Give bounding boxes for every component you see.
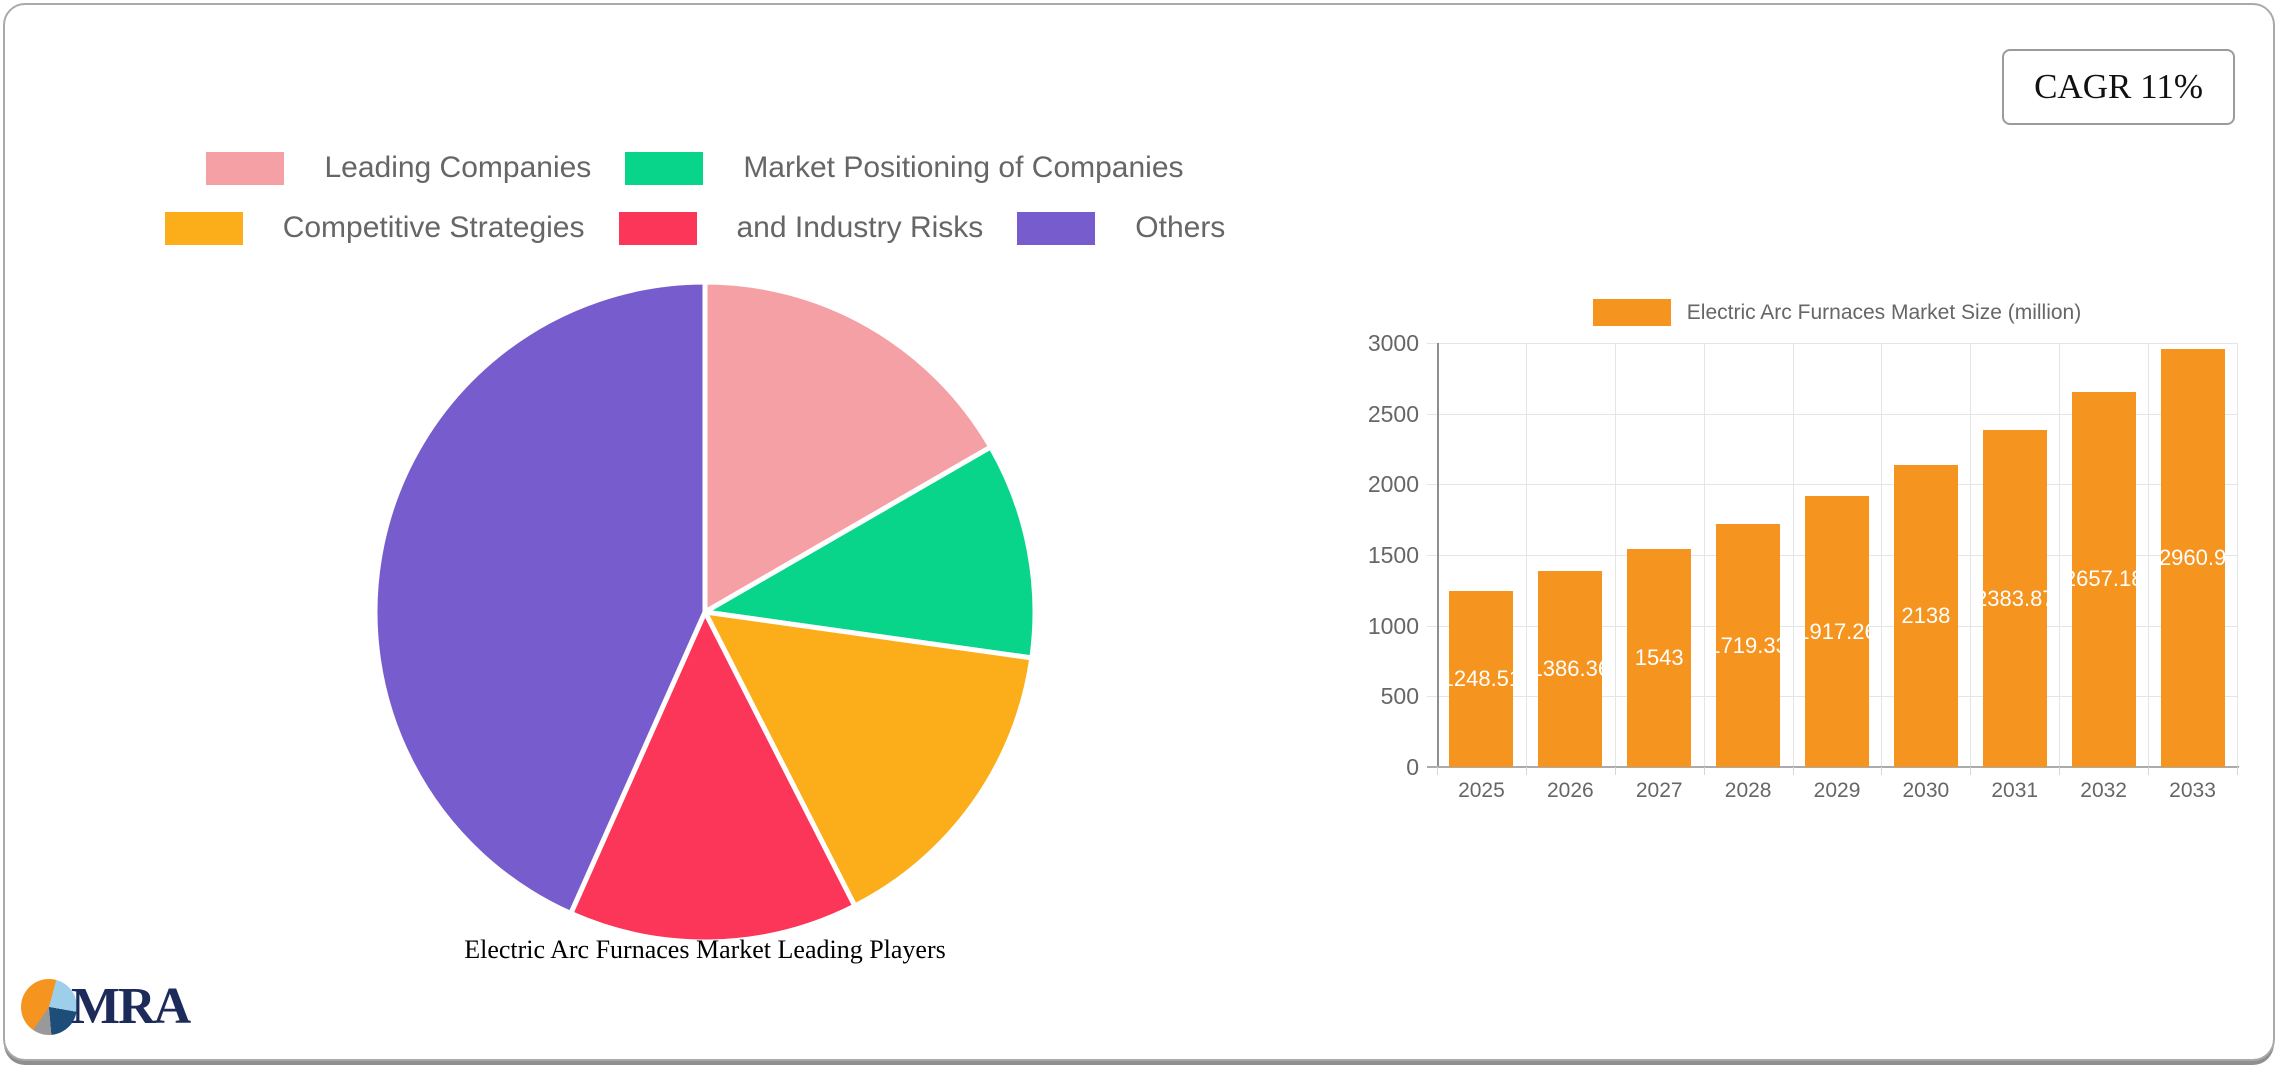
bar-value-label: 1248.51 <box>1449 665 1513 691</box>
bar: 1386.36 <box>1538 571 1603 767</box>
x-axis-tick-label: 2025 <box>1458 779 1505 802</box>
mra-logo-text: MRA <box>71 978 191 1035</box>
gridline-vertical <box>1525 343 1527 767</box>
bar-value-label: 1386.36 <box>1538 656 1602 682</box>
y-axis-tick-label: 3000 <box>1367 330 1419 356</box>
bar-value-label: 1719.33 <box>1716 632 1780 658</box>
pie-slice <box>700 608 1035 910</box>
bar: 1917.26 <box>1805 496 1869 767</box>
bar: 2960.9 <box>2160 348 2225 767</box>
x-axis-tick-mark <box>1703 767 1705 775</box>
pie-legend-item[interactable]: Competitive Strategies <box>164 211 585 245</box>
gridline-vertical <box>1614 343 1616 767</box>
mra-logo: MRA <box>21 978 191 1035</box>
bar-legend-item[interactable]: Electric Arc Furnaces Market Size (milli… <box>1437 299 2237 326</box>
bar: 2383.87 <box>1982 430 2047 767</box>
bar: 1543 <box>1627 548 1692 767</box>
pie-legend-label: Others <box>1135 211 1226 244</box>
pie-title: Electric Arc Furnaces Market Leading Pla… <box>464 935 946 964</box>
x-axis-tick-mark <box>1881 767 1883 775</box>
x-axis-tick-mark <box>1614 767 1616 775</box>
bar: 2657.18 <box>2071 391 2136 767</box>
bar-value-label: 2960.9 <box>2160 544 2225 570</box>
x-axis-tick-label: 2030 <box>1902 779 1950 802</box>
bar: 1719.33 <box>1716 524 1781 767</box>
bar-value-label: 2383.87 <box>1983 585 2047 611</box>
bar-value-label: 2657.18 <box>2072 566 2136 592</box>
gridline-vertical <box>2148 343 2150 767</box>
y-axis-tick-label: 2000 <box>1367 471 1419 498</box>
pie-legend-item[interactable]: Others <box>1017 211 1225 245</box>
cagr-badge: CAGR 11% <box>2002 49 2235 125</box>
x-axis-tick-label: 2032 <box>2080 779 2127 802</box>
y-axis-tick-label: 1000 <box>1367 612 1419 639</box>
gridline-vertical <box>1703 343 1705 767</box>
x-axis-tick-label: 2029 <box>1813 779 1861 802</box>
pie-legend-item[interactable]: and Industry Risks <box>618 211 984 245</box>
bar: 2138 <box>1893 464 1958 767</box>
bar: 1248.51 <box>1449 590 1514 767</box>
x-axis-tick-mark <box>1525 767 1527 775</box>
pie-slice <box>697 443 1038 661</box>
chart-card: Leading Companies Market Positioning of C… <box>3 3 2275 1061</box>
x-axis-tick-label: 2026 <box>1546 779 1594 802</box>
x-axis-tick-label: 2027 <box>1635 779 1683 802</box>
bar-legend-label: Electric Arc Furnaces Market Size (milli… <box>1686 300 2082 324</box>
pie-legend-row: Competitive Strategies and Industry Risks… <box>85 211 1305 245</box>
y-axis-tick-label: 2500 <box>1367 400 1419 427</box>
x-axis-tick-mark <box>2059 767 2061 775</box>
pie-legend: Leading Companies Market Positioning of C… <box>85 151 1305 245</box>
bar-value-label: 1543 <box>1634 644 1684 670</box>
pie-legend-swatch <box>1017 211 1096 245</box>
gridline-vertical <box>2237 343 2238 767</box>
gridline-horizontal <box>1427 413 2237 415</box>
gridline-vertical <box>1881 343 1883 767</box>
y-axis-tick-label: 1500 <box>1367 542 1419 568</box>
gridline-vertical <box>1970 343 1972 767</box>
x-axis-line <box>1427 766 2239 768</box>
pie-legend-label: Leading Companies <box>324 151 592 184</box>
x-axis-tick-label: 2033 <box>2169 779 2216 802</box>
pie-legend-swatch <box>164 211 243 245</box>
pie-slice <box>372 279 708 917</box>
x-axis-tick-mark <box>1792 767 1794 775</box>
gridline-vertical <box>1792 343 1794 767</box>
x-axis-tick-mark <box>2237 767 2238 775</box>
bar-value-label: 2138 <box>1901 602 1951 628</box>
bar-plot-area: 1248.51 1386.36 1543 1719.33 1917.26 2138 2383… <box>1427 343 2239 768</box>
bar-legend-swatch <box>1592 299 1671 326</box>
mra-logo-pie-icon <box>21 979 77 1035</box>
y-axis-tick-label: 500 <box>1380 683 1419 710</box>
bar-value-label: 1917.26 <box>1805 618 1869 644</box>
gridline-horizontal <box>1427 343 2237 344</box>
pie-legend-row: Leading Companies Market Positioning of C… <box>85 151 1305 185</box>
pie-legend-label: Market Positioning of Companies <box>743 151 1184 184</box>
x-axis-tick-mark <box>2148 767 2150 775</box>
x-axis-tick-mark <box>1437 767 1438 775</box>
pie-legend-swatch <box>625 151 704 185</box>
pie-legend-label: Competitive Strategies <box>282 211 585 244</box>
pie-slice <box>567 606 859 945</box>
pie-legend-item[interactable]: Leading Companies <box>206 151 591 185</box>
y-axis-line <box>1437 343 1439 767</box>
y-axis-tick-label: 0 <box>1406 754 1419 780</box>
pie-slice <box>702 279 995 617</box>
gridline-vertical <box>2059 343 2061 767</box>
pie-legend-item[interactable]: Market Positioning of Companies <box>625 151 1184 185</box>
pie-legend-swatch <box>618 211 697 245</box>
pie-legend-label: and Industry Risks <box>736 211 984 244</box>
x-axis-tick-label: 2028 <box>1724 779 1772 802</box>
pie-legend-swatch <box>206 151 285 185</box>
x-axis-tick-mark <box>1970 767 1972 775</box>
pie-chart <box>372 279 1038 945</box>
x-axis-tick-label: 2031 <box>1991 779 2039 802</box>
gridline-horizontal <box>1427 484 2237 486</box>
